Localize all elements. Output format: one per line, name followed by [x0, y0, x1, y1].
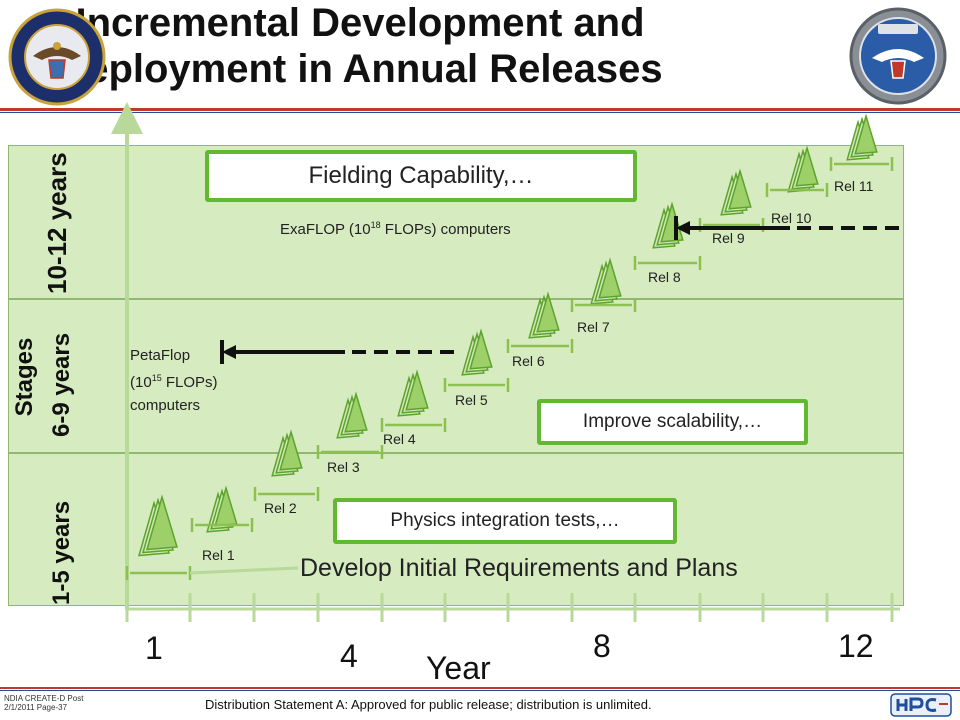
- petaflop-line-3: computers: [130, 397, 201, 414]
- release-triangle: [145, 494, 178, 551]
- petaflop-line-2: (1015 FLOPs): [130, 367, 218, 394]
- improve-scalability-text: Improve scalability,…: [582, 411, 763, 432]
- release-label-11: Rel 11: [834, 178, 874, 194]
- release-label-4: Rel 4: [383, 431, 416, 447]
- release-label-1: Rel 1: [202, 547, 235, 563]
- title-line-2: Deployment in Annual Releases: [57, 47, 663, 91]
- footer-small-text: NDIA CREATE-D Post 2/1/2011 Page-37: [4, 694, 83, 712]
- exaflop-exponent: 18: [370, 220, 381, 230]
- petaflop-text-b: FLOPs): [161, 374, 218, 391]
- hpc-logo: [890, 693, 952, 717]
- requirements-note: Develop Initial Requirements and Plans: [300, 554, 738, 582]
- requirements-pointer: [189, 566, 299, 575]
- exaflop-text-b: FLOPs) computers: [380, 221, 511, 238]
- release-label-8: Rel 8: [648, 269, 681, 285]
- petaflop-text-a: (10: [130, 374, 152, 391]
- release-label-7: Rel 7: [577, 319, 610, 335]
- year-tick-12: 12: [838, 628, 874, 664]
- release-markers: [125, 113, 894, 580]
- physics-tests-text: Physics integration tests,…: [390, 510, 620, 531]
- fielding-capability-text: Fielding Capability,…: [308, 162, 534, 189]
- release-triangle: [728, 168, 752, 210]
- fielding-capability-box: Fielding Capability,…: [205, 150, 637, 202]
- release-triangle: [536, 291, 560, 333]
- header-rule-red: [0, 108, 960, 111]
- release-label-2: Rel 2: [264, 500, 297, 516]
- release-triangle: [279, 429, 303, 471]
- footer-rule-red: [0, 687, 960, 689]
- year-tick-8: 8: [593, 628, 611, 664]
- footer-small-line-1: NDIA CREATE-D Post: [4, 694, 84, 703]
- year-tick-1: 1: [145, 630, 163, 666]
- title-line-1: Incremental Development and: [75, 1, 645, 45]
- release-triangle: [344, 391, 368, 433]
- release-label-5: Rel 5: [455, 392, 488, 408]
- exaflop-arrowhead: [676, 221, 690, 235]
- release-triangle: [405, 369, 429, 411]
- release-triangle: [795, 145, 819, 187]
- release-label-9: Rel 9: [712, 230, 745, 246]
- release-triangle: [854, 113, 878, 155]
- release-triangle: [469, 328, 493, 370]
- release-triangle: [598, 257, 622, 299]
- improve-scalability-box: Improve scalability,…: [537, 399, 808, 445]
- header-rule-blue: [0, 112, 960, 113]
- exaflop-note: ExaFLOP (1018 FLOPs) computers: [280, 220, 511, 238]
- petaflop-note: PetaFlop (1015 FLOPs) computers: [130, 344, 218, 417]
- year-axis-label: Year: [426, 650, 491, 686]
- release-label-6: Rel 6: [512, 353, 545, 369]
- footer-rule-blue: [0, 690, 960, 691]
- petaflop-exponent: 15: [151, 373, 162, 383]
- year-ticks: [125, 593, 894, 622]
- petaflop-arrowhead: [222, 345, 236, 359]
- petaflop-line-1: PetaFlop: [130, 347, 191, 364]
- page-title: Incremental Development and Deployment i…: [0, 0, 720, 92]
- release-label-3: Rel 3: [327, 459, 360, 475]
- footer-small-line-2: 2/1/2011 Page-37: [4, 703, 68, 712]
- dod-seal-logo: [8, 8, 106, 106]
- distribution-statement: Distribution Statement A: Approved for p…: [205, 697, 652, 712]
- release-label-10: Rel 10: [771, 210, 812, 226]
- asd-seal-logo: [849, 7, 947, 105]
- year-tick-4: 4: [340, 638, 358, 674]
- exaflop-text-a: ExaFLOP (10: [280, 221, 371, 238]
- physics-tests-box: Physics integration tests,…: [333, 498, 677, 544]
